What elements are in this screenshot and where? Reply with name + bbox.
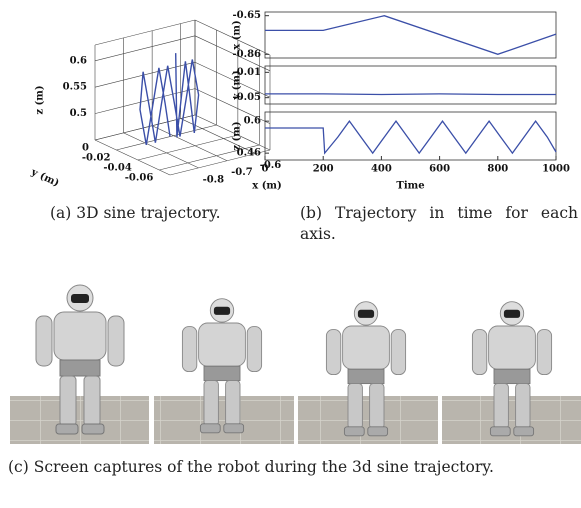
- grid-line: [95, 36, 195, 61]
- z-tick-label: 0.5: [70, 108, 87, 119]
- z-tick-label: 0.55: [63, 82, 87, 93]
- grid-line: [152, 126, 227, 161]
- x-axis-label: Time: [396, 181, 424, 192]
- x-tick-label: 0: [262, 164, 269, 175]
- series-line: [265, 16, 556, 55]
- grid-line: [138, 135, 238, 160]
- x-tick-label: 400: [371, 164, 392, 175]
- z-tick-label: 0.6: [70, 55, 87, 66]
- plot-frame: [265, 66, 556, 104]
- y-axis-label: z (m): [232, 121, 243, 150]
- x-tick-label: 600: [429, 164, 450, 175]
- series-line: [265, 121, 556, 153]
- x-tick-label: 800: [487, 164, 508, 175]
- x-tick-label: 1000: [542, 164, 570, 175]
- page: -0.8-0.7-0.60-0.02-0.04-0.060.50.550.6z …: [0, 0, 581, 508]
- y-tick-label: 0.6: [244, 116, 261, 127]
- x-tick-label: -0.7: [231, 167, 253, 178]
- axis-box: [95, 20, 195, 45]
- x-axis-label: x (m): [252, 181, 282, 192]
- caption-b: (b) Trajectory in time for each axis.: [300, 203, 578, 245]
- figure: -0.8-0.7-0.60-0.02-0.04-0.060.50.550.6z …: [0, 0, 581, 508]
- x-tick-label: 200: [313, 164, 334, 175]
- y-tick-label: -0.65: [232, 10, 261, 21]
- z-axis-label: z (m): [35, 85, 46, 114]
- y-tick-label: -0.06: [125, 173, 154, 184]
- y-axis-label: y (m): [232, 70, 243, 100]
- y-axis-label: x (m): [232, 20, 243, 50]
- robot-captures: [10, 285, 581, 444]
- series-line: [265, 94, 556, 95]
- caption-a: (a) 3D sine trajectory.: [50, 203, 290, 224]
- grid-line: [124, 133, 199, 168]
- trajectory-3d: [140, 53, 199, 145]
- caption-c: (c) Screen captures of the robot during …: [8, 457, 576, 478]
- plot-frame: [265, 12, 556, 58]
- grid-line: [116, 125, 216, 150]
- x-tick-label: -0.8: [203, 174, 225, 185]
- y-axis-label: y (m): [28, 166, 60, 189]
